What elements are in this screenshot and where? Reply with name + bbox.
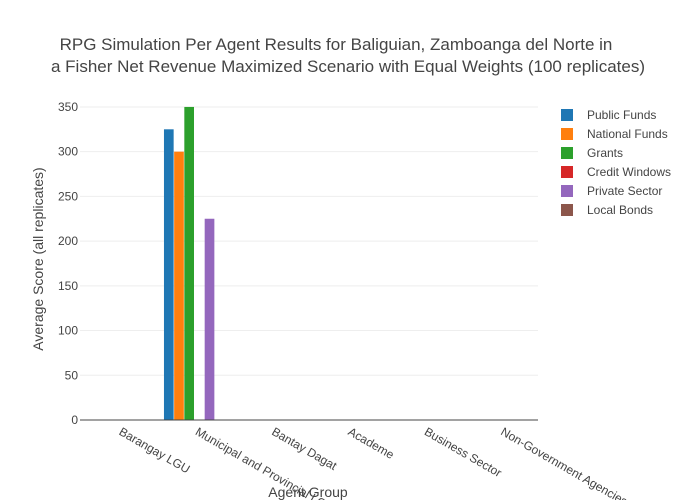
bars	[163, 106, 215, 421]
legend-swatch	[561, 109, 573, 121]
y-tick-label: 350	[58, 100, 78, 114]
bar-0-1	[163, 129, 174, 421]
legend-swatch	[561, 128, 573, 140]
x-tick-labels: Barangay LGU Municipal and Provincial LGU…	[117, 424, 630, 500]
legend-label: Public Funds	[587, 108, 656, 122]
legend-label: Private Sector	[587, 184, 662, 198]
y-tick-label: 250	[58, 189, 78, 203]
legend-label: National Funds	[587, 127, 668, 141]
y-axis-title: Average Score (all replicates)	[30, 167, 46, 350]
legend-swatch	[561, 166, 573, 178]
y-tick-label: 100	[58, 324, 78, 338]
bar-2-1	[184, 106, 194, 420]
y-tick-label: 150	[58, 279, 78, 293]
chart-title-line-1: RPG Simulation Per Agent Results for Bal…	[60, 35, 613, 54]
x-tick-label: Barangay LGU	[117, 424, 193, 476]
y-tick-label: 50	[65, 368, 79, 382]
y-tick-label: 200	[58, 234, 78, 248]
y-tick-label: 300	[58, 145, 78, 159]
legend-label: Local Bonds	[587, 203, 653, 217]
bar-4-1	[204, 218, 215, 420]
x-axis-title: Agent Group	[268, 484, 348, 500]
grid-lines	[80, 106, 538, 376]
y-tick-label: 0	[71, 413, 78, 427]
legend-swatch	[561, 204, 573, 216]
x-tick-label: Bantay Dagat	[269, 424, 340, 473]
chart-title-line-2: a Fisher Net Revenue Maximized Scenario …	[51, 57, 645, 76]
legend-swatch	[561, 185, 573, 197]
x-tick-label: Non-Government Agencies	[498, 424, 630, 500]
x-tick-label: Business Sector	[422, 424, 504, 479]
legend-swatch	[561, 147, 573, 159]
legend-label: Grants	[587, 146, 623, 160]
bar-1-1	[174, 151, 184, 420]
y-tick-labels: 0 50 100 150 200 250 300 350	[58, 100, 78, 427]
legend: Public Funds National Funds Grants Credit W…	[561, 108, 671, 217]
legend-label: Credit Windows	[587, 165, 671, 179]
x-tick-label: Academe	[346, 424, 397, 462]
